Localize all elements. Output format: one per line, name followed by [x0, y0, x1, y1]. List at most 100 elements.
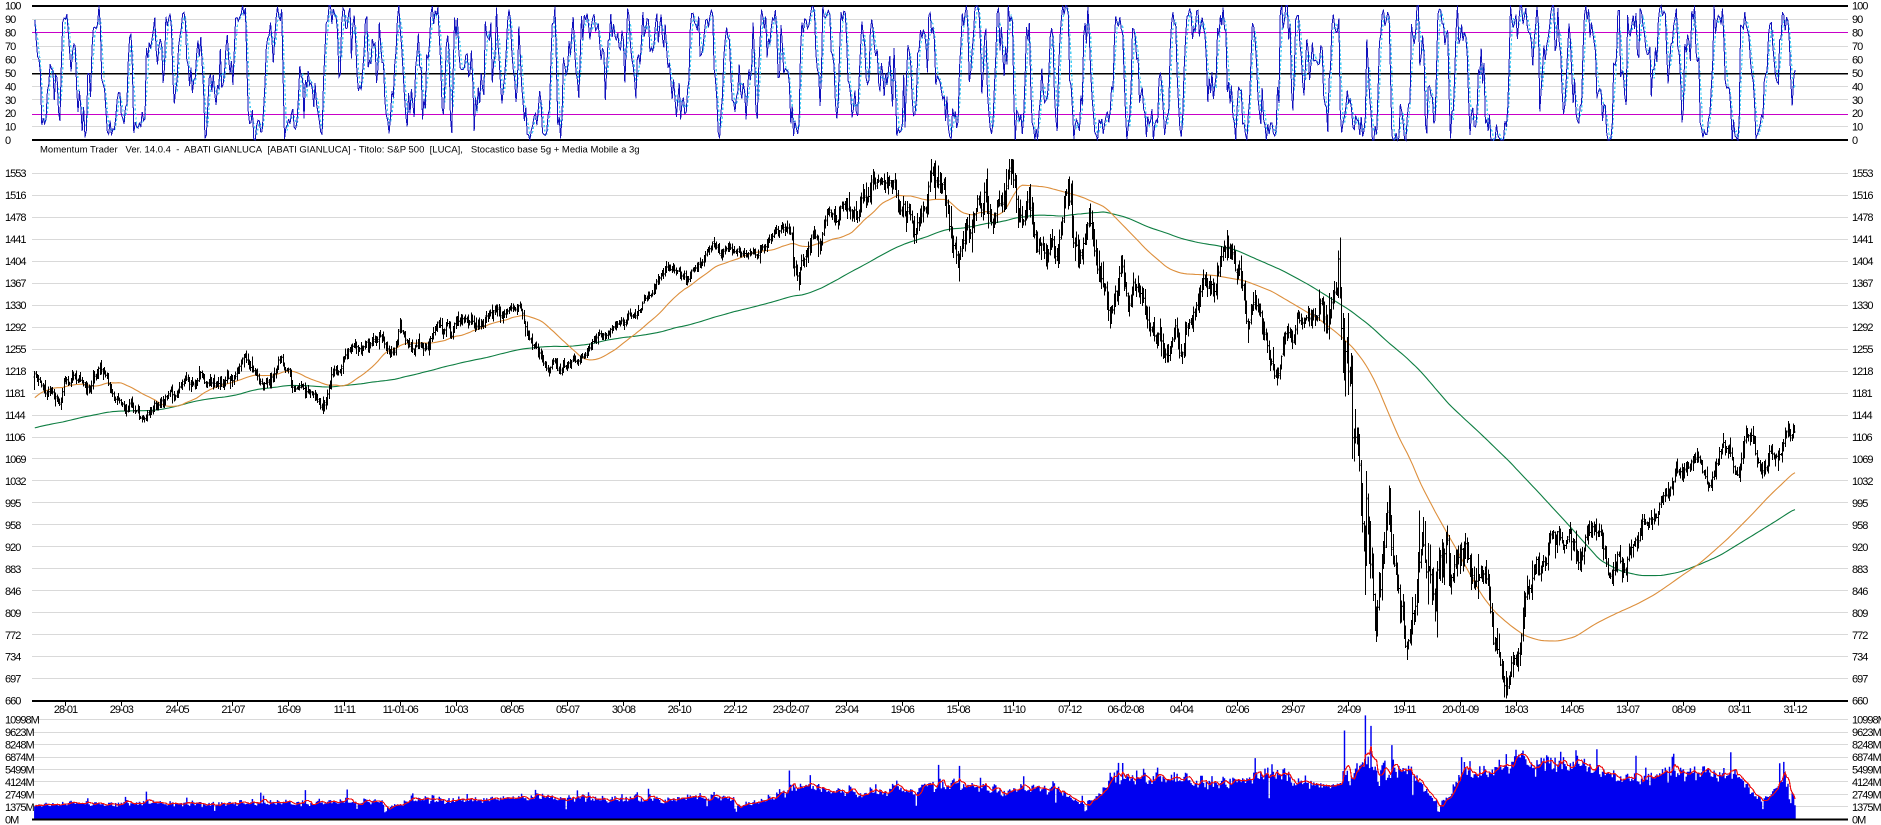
svg-text:734: 734	[1852, 652, 1868, 664]
svg-text:1516: 1516	[1852, 190, 1873, 202]
svg-text:26-10: 26-10	[668, 704, 692, 716]
svg-text:1032: 1032	[5, 476, 26, 488]
svg-text:11-10: 11-10	[1003, 704, 1026, 716]
svg-text:1478: 1478	[1852, 212, 1873, 224]
svg-text:14-05: 14-05	[1560, 704, 1584, 716]
svg-text:883: 883	[1852, 564, 1868, 576]
svg-text:40: 40	[1852, 81, 1863, 93]
svg-text:70: 70	[5, 41, 16, 53]
svg-text:60: 60	[1852, 54, 1863, 66]
svg-text:1106: 1106	[5, 432, 26, 444]
svg-text:18-03: 18-03	[1504, 704, 1528, 716]
svg-text:1330: 1330	[1852, 300, 1873, 312]
svg-text:0M: 0M	[1852, 814, 1866, 825]
svg-text:1292: 1292	[5, 322, 26, 334]
svg-text:20-01-09: 20-01-09	[1442, 704, 1479, 716]
svg-text:24-09: 24-09	[1337, 704, 1361, 716]
svg-text:Momentum Trader Ver. 14.0.4: Momentum Trader Ver. 14.0.4 - ABATI GIAN…	[40, 145, 640, 156]
svg-text:8248M: 8248M	[5, 740, 34, 752]
svg-text:809: 809	[1852, 608, 1868, 620]
svg-text:4124M: 4124M	[5, 777, 34, 789]
svg-text:02-06: 02-06	[1226, 704, 1250, 716]
svg-text:31-12: 31-12	[1783, 704, 1807, 716]
svg-text:10: 10	[5, 122, 16, 134]
svg-text:0M: 0M	[5, 814, 19, 825]
svg-text:19-11: 19-11	[1393, 704, 1416, 716]
svg-text:920: 920	[5, 542, 21, 554]
svg-text:772: 772	[1852, 630, 1868, 642]
svg-text:05-07: 05-07	[556, 704, 580, 716]
svg-text:100: 100	[1852, 1, 1868, 13]
svg-text:8248M: 8248M	[1852, 740, 1881, 752]
svg-text:734: 734	[5, 652, 21, 664]
svg-text:995: 995	[5, 498, 21, 510]
svg-text:28-01: 28-01	[54, 704, 78, 716]
svg-text:11-01-06: 11-01-06	[383, 704, 419, 716]
svg-text:772: 772	[5, 630, 21, 642]
svg-text:1553: 1553	[5, 168, 26, 180]
svg-text:1441: 1441	[1852, 234, 1873, 246]
svg-text:90: 90	[1852, 14, 1863, 26]
svg-text:0: 0	[1852, 135, 1858, 147]
svg-text:809: 809	[5, 608, 21, 620]
svg-text:2749M: 2749M	[1852, 789, 1881, 801]
svg-text:846: 846	[1852, 586, 1868, 598]
svg-text:958: 958	[5, 520, 21, 532]
svg-text:29-03: 29-03	[110, 704, 134, 716]
svg-text:10998M: 10998M	[5, 715, 40, 727]
svg-text:20: 20	[1852, 108, 1863, 120]
svg-text:50: 50	[1852, 68, 1863, 80]
svg-text:958: 958	[1852, 520, 1868, 532]
svg-text:1144: 1144	[1852, 410, 1873, 422]
svg-text:1218: 1218	[5, 366, 26, 378]
svg-text:23-04: 23-04	[835, 704, 859, 716]
svg-text:6874M: 6874M	[1852, 752, 1881, 764]
svg-text:30: 30	[1852, 95, 1863, 107]
svg-text:19-06: 19-06	[891, 704, 915, 716]
svg-text:29-07: 29-07	[1281, 704, 1305, 716]
svg-text:1255: 1255	[5, 344, 26, 356]
svg-text:5499M: 5499M	[1852, 764, 1881, 776]
svg-text:1069: 1069	[5, 454, 26, 466]
svg-text:22-12: 22-12	[723, 704, 747, 716]
svg-text:08-05: 08-05	[500, 704, 524, 716]
svg-text:100: 100	[5, 1, 21, 13]
svg-text:846: 846	[5, 586, 21, 598]
svg-text:920: 920	[1852, 542, 1868, 554]
svg-text:10: 10	[1852, 122, 1863, 134]
svg-text:80: 80	[1852, 28, 1863, 40]
svg-text:10-03: 10-03	[444, 704, 468, 716]
svg-text:13-07: 13-07	[1616, 704, 1640, 716]
svg-text:1292: 1292	[1852, 322, 1873, 334]
svg-text:1367: 1367	[1852, 278, 1873, 290]
svg-text:660: 660	[5, 696, 21, 708]
svg-text:883: 883	[5, 564, 21, 576]
svg-text:1218: 1218	[1852, 366, 1873, 378]
svg-text:1181: 1181	[1852, 388, 1873, 400]
svg-text:1478: 1478	[5, 212, 26, 224]
svg-text:15-08: 15-08	[947, 704, 971, 716]
svg-text:50: 50	[5, 68, 16, 80]
svg-text:2749M: 2749M	[5, 789, 34, 801]
svg-text:80: 80	[5, 28, 16, 40]
svg-text:1255: 1255	[1852, 344, 1873, 356]
svg-text:6874M: 6874M	[5, 752, 34, 764]
svg-text:23-02-07: 23-02-07	[773, 704, 810, 716]
svg-text:1553: 1553	[1852, 168, 1873, 180]
svg-text:697: 697	[1852, 674, 1868, 686]
svg-text:697: 697	[5, 674, 21, 686]
svg-text:1069: 1069	[1852, 454, 1873, 466]
svg-text:11-11: 11-11	[334, 704, 356, 716]
svg-text:995: 995	[1852, 498, 1868, 510]
svg-text:03-11: 03-11	[1728, 704, 1751, 716]
svg-text:1367: 1367	[5, 278, 26, 290]
svg-text:9623M: 9623M	[1852, 727, 1881, 739]
svg-text:1375M: 1375M	[1852, 802, 1881, 814]
svg-text:08-09: 08-09	[1672, 704, 1696, 716]
svg-text:1441: 1441	[5, 234, 26, 246]
svg-text:1330: 1330	[5, 300, 26, 312]
svg-text:660: 660	[1852, 696, 1868, 708]
svg-text:60: 60	[5, 54, 16, 66]
svg-text:21-07: 21-07	[221, 704, 245, 716]
svg-text:04-04: 04-04	[1170, 704, 1194, 716]
